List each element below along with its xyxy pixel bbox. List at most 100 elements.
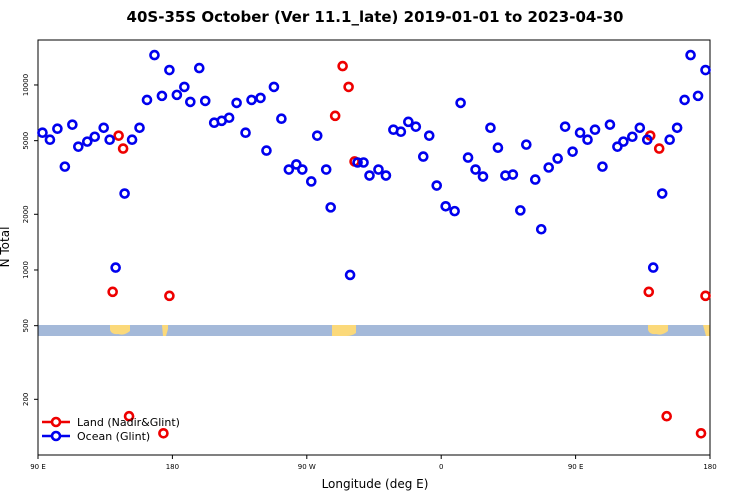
point [199, 95, 211, 107]
point [431, 180, 443, 191]
x-tick-label: 90 E [30, 463, 46, 471]
point [291, 159, 302, 170]
point [81, 136, 93, 147]
point [417, 151, 429, 162]
point [679, 94, 690, 106]
point [515, 205, 526, 216]
land-shape [703, 325, 710, 336]
point [171, 89, 183, 101]
plot-frame [37, 39, 711, 456]
point [358, 157, 369, 168]
x-axis-label: Longitude (deg E) [322, 477, 429, 491]
point [344, 269, 356, 281]
point [410, 121, 422, 132]
point [470, 164, 481, 175]
legend-label: Ocean (Glint) [77, 430, 150, 443]
point [552, 153, 563, 164]
point [618, 136, 629, 147]
point [380, 170, 392, 181]
point [685, 49, 696, 61]
legend-marker [50, 416, 62, 428]
point [98, 122, 110, 134]
point [574, 127, 586, 139]
point [700, 64, 711, 76]
point [261, 145, 272, 156]
y-tick-label: 1000 [22, 261, 30, 279]
point [276, 113, 287, 125]
y-tick-label: 200 [22, 393, 30, 406]
point [343, 81, 354, 93]
point [582, 134, 593, 146]
point [193, 62, 205, 74]
point [337, 60, 348, 72]
land-shape [110, 325, 130, 335]
point [597, 161, 608, 172]
y-tick-label: 500 [22, 319, 30, 332]
point [559, 121, 571, 132]
point [529, 174, 541, 185]
y-tick-label: 5000 [22, 132, 30, 150]
point [104, 134, 115, 146]
point [231, 97, 242, 109]
point [297, 164, 308, 175]
point [455, 97, 466, 109]
point [521, 139, 532, 150]
x-tick-label: 0 [439, 463, 443, 471]
point [492, 142, 504, 154]
point [179, 81, 190, 93]
point [37, 127, 48, 139]
y-axis-label: N Total [0, 227, 12, 268]
point [255, 92, 266, 104]
point [449, 205, 460, 217]
chart-title: 40S-35S October (Ver 11.1_late) 2019-01-… [127, 8, 624, 26]
legend-label: Land (Nadir&Glint) [77, 416, 180, 429]
x-tick-label: 180 [703, 463, 716, 471]
point [543, 162, 555, 173]
point [664, 134, 675, 146]
point [325, 202, 336, 213]
point [223, 112, 235, 124]
point [567, 146, 578, 157]
point [440, 200, 451, 212]
point [320, 164, 332, 175]
x-tick-label: 90 W [298, 463, 316, 471]
point [89, 131, 101, 143]
point [268, 81, 280, 93]
point [44, 134, 56, 146]
point [113, 130, 124, 141]
point [485, 122, 496, 134]
point [695, 428, 707, 439]
point [123, 410, 135, 422]
point [107, 286, 118, 298]
point [329, 110, 341, 122]
point [117, 143, 129, 154]
point [149, 49, 160, 61]
point [661, 410, 672, 422]
point [373, 164, 384, 175]
point [73, 141, 84, 152]
y-tick-label: 2000 [22, 205, 30, 223]
point [164, 64, 175, 76]
point [604, 119, 616, 130]
point [59, 161, 71, 172]
point [403, 116, 414, 128]
map-strip [38, 325, 710, 336]
point [395, 126, 407, 137]
point [641, 134, 653, 146]
point [311, 130, 323, 141]
point [67, 119, 78, 130]
land-shape [332, 325, 356, 336]
point [535, 223, 547, 235]
point [110, 262, 121, 273]
point [462, 152, 474, 163]
point [164, 290, 175, 302]
point [692, 90, 704, 102]
point [352, 157, 363, 168]
point [240, 127, 251, 139]
land-shape [162, 325, 168, 336]
point [634, 122, 646, 134]
x-tick-label: 90 E [568, 463, 584, 471]
point [134, 122, 145, 134]
point [612, 141, 623, 152]
